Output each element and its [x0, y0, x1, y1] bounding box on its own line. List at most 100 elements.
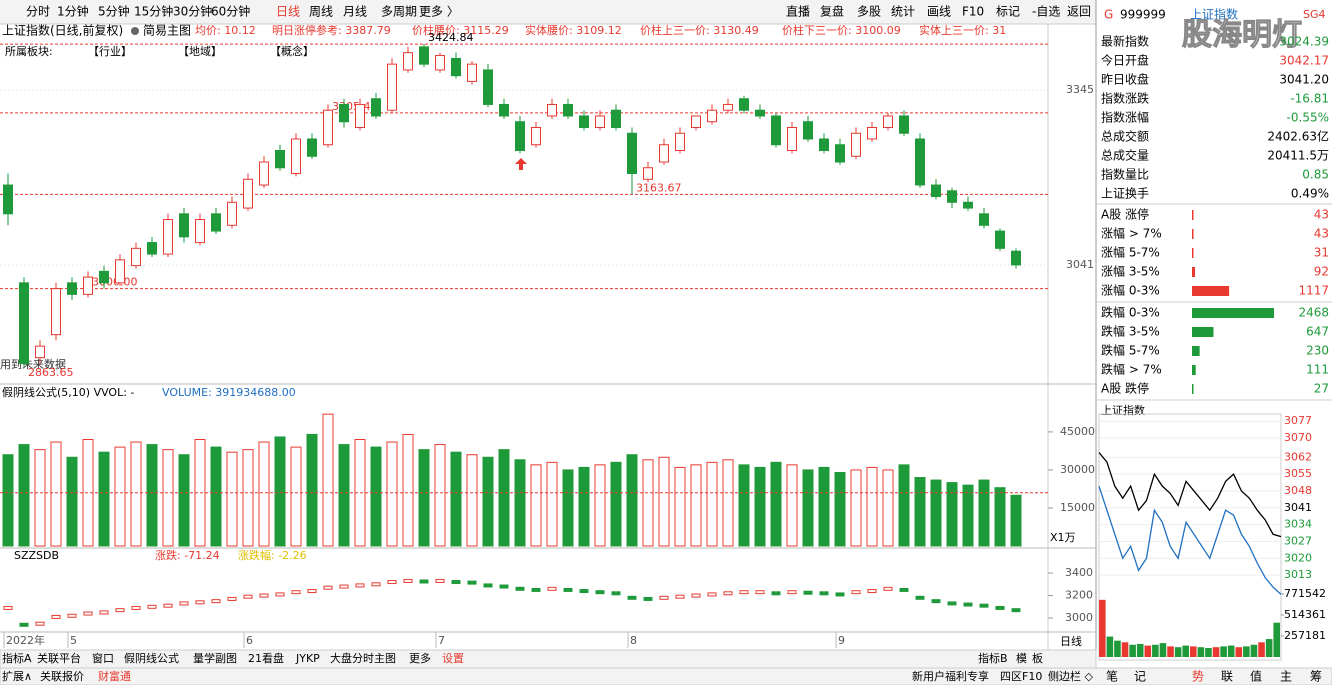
period-tab[interactable]: 5分钟 — [98, 4, 130, 19]
volume-bar — [34, 449, 46, 547]
candle-body — [227, 201, 237, 226]
period-tab[interactable]: 1分钟 — [57, 4, 89, 19]
chart-mode[interactable]: 简易主图 — [143, 24, 191, 38]
bottom-tab[interactable]: 板 — [1032, 651, 1043, 665]
dist-label: A股 涨停 — [1101, 207, 1149, 222]
szzsdb-mark — [947, 601, 957, 606]
quote-value: 0.85 — [1302, 168, 1329, 182]
dist-label: 跌幅 5-7% — [1101, 343, 1160, 358]
szzsdb-mark — [835, 592, 845, 597]
tool-button[interactable]: 多股 — [857, 5, 881, 19]
szzsdb-mark — [883, 586, 893, 591]
period-tab[interactable]: 日线 — [276, 5, 300, 19]
period-tab[interactable]: 30分钟 — [173, 4, 212, 19]
status-item[interactable]: 四区F10 — [1000, 670, 1042, 683]
szzsdb-mark — [131, 605, 141, 610]
candle-body — [851, 132, 861, 157]
sector[interactable]: 【行业】 — [88, 45, 132, 58]
quote-value: -16.81 — [1290, 92, 1329, 106]
period-tab[interactable]: 15分钟 — [134, 4, 173, 19]
szzsdb-mark — [755, 590, 765, 595]
bottom-tab[interactable]: 21看盘 — [248, 651, 284, 665]
annotation: 3305.41 — [332, 100, 378, 113]
status-item[interactable]: 新用户福利专享 — [912, 669, 989, 683]
status-item[interactable]: 关联报价 — [40, 669, 84, 683]
bottom-tab[interactable]: JYKP — [295, 652, 320, 665]
szzsdb-mark — [83, 611, 93, 616]
period-tab[interactable]: 60分钟 — [211, 4, 250, 19]
y-tick-label: 15000 — [1060, 501, 1095, 514]
szzsdb-mark — [851, 590, 861, 595]
period-tab[interactable]: 周线 — [309, 5, 333, 19]
szzsdb-mark — [195, 600, 205, 605]
footer-tab[interactable]: 联 — [1221, 670, 1233, 684]
volume-bar — [274, 436, 286, 547]
szzsdb-mark — [931, 599, 941, 604]
volume-bar — [338, 444, 350, 547]
y-tick-label: 3400 — [1065, 566, 1093, 579]
bottom-tab[interactable]: 更多 — [409, 651, 431, 665]
quote-label: 最新指数 — [1101, 34, 1149, 49]
volume-bar — [210, 446, 222, 547]
status-item[interactable]: 财富通 — [98, 669, 131, 683]
chart-title: 上证指数(日线,前复权) — [2, 23, 123, 38]
szzsdb-mark — [211, 599, 221, 604]
footer-tab[interactable]: 势 — [1192, 670, 1204, 684]
sector[interactable]: 【概念】 — [270, 44, 314, 58]
bottom-tab[interactable]: 量学副图 — [193, 651, 237, 665]
status-bar — [0, 667, 1332, 686]
y-tick-label: 3000 — [1065, 611, 1093, 624]
period-tab[interactable]: 月线 — [343, 5, 367, 19]
dist-value: 92 — [1314, 265, 1329, 279]
footer-tab[interactable]: 值 — [1250, 669, 1262, 684]
footer-tab[interactable]: 主 — [1280, 670, 1292, 684]
mini-volume — [1190, 646, 1197, 657]
candle-body — [403, 52, 413, 71]
candle-body — [963, 201, 973, 209]
mini-volume — [1182, 645, 1189, 657]
tool-button[interactable]: F10 — [962, 5, 984, 19]
indicator: 实体腰价: 3109.12 — [525, 23, 622, 37]
period-tab[interactable]: 分时 — [26, 5, 50, 19]
bottom-tab[interactable]: 设置 — [442, 652, 464, 665]
bottom-tab[interactable]: 模 — [1016, 652, 1027, 665]
tool-button[interactable]: -自选 — [1032, 5, 1060, 19]
tool-button[interactable]: 标记 — [996, 5, 1020, 19]
candle-body — [355, 103, 365, 128]
bottom-tab[interactable]: 关联平台 — [37, 651, 81, 665]
bottom-tab[interactable]: 窗口 — [92, 651, 114, 665]
volume-bar — [610, 461, 622, 547]
sector-label: 所属板块: — [5, 44, 53, 58]
status-item[interactable]: 侧边栏 ◇ — [1048, 669, 1093, 683]
annotation: 2863.65 — [28, 366, 74, 379]
tool-button[interactable]: 画线 — [927, 5, 951, 19]
tool-button[interactable]: 复盘 — [820, 4, 844, 19]
volume-bar — [306, 433, 318, 547]
volume-bar — [930, 479, 942, 547]
bottom-tab[interactable]: 指标A — [2, 651, 32, 665]
y-tick-label: 3013 — [1284, 568, 1312, 581]
bottom-tab[interactable]: 假阴线公式 — [124, 651, 179, 665]
tool-button[interactable]: 返回 — [1067, 5, 1091, 19]
period-tab[interactable]: 更多 〉 — [419, 5, 459, 19]
candle-body — [979, 213, 989, 226]
sector[interactable]: 【地域】 — [178, 45, 222, 58]
candle-body — [275, 149, 285, 169]
footer-tab[interactable]: 筹 — [1310, 670, 1322, 684]
volume-bar — [258, 441, 270, 547]
period-tab[interactable]: 日线 — [1060, 634, 1082, 648]
dist-label: 跌幅 3-5% — [1101, 324, 1160, 339]
period-tab[interactable]: 多周期 — [381, 5, 417, 19]
status-item[interactable]: 扩展∧ — [2, 669, 32, 683]
tool-button[interactable]: 统计 — [891, 5, 915, 19]
tool-button[interactable]: 直播 — [786, 5, 810, 19]
candle-body — [707, 109, 717, 123]
volume-bar — [242, 449, 254, 547]
footer-tab[interactable]: 笔 — [1106, 669, 1118, 684]
candle-body — [195, 219, 205, 244]
candle-body — [131, 247, 141, 267]
bottom-tab[interactable]: 指标B — [978, 651, 1008, 665]
annotation: 3000.00 — [92, 276, 138, 289]
footer-tab[interactable]: 记 — [1134, 670, 1146, 684]
bottom-tab[interactable]: 大盘分时主图 — [330, 651, 396, 665]
